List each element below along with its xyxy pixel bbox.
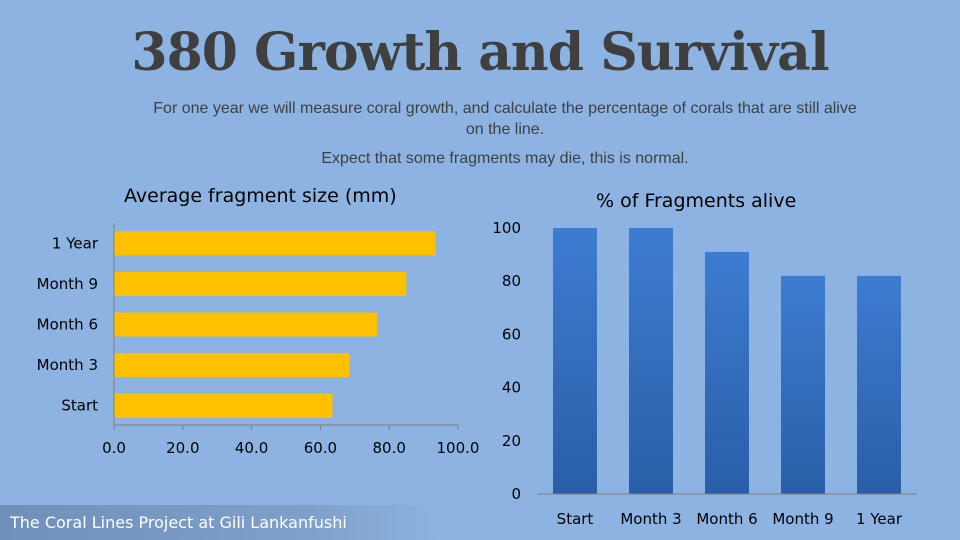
size-category-label: Month 6 [37, 316, 98, 334]
alive-category-label: 1 Year [856, 510, 903, 528]
size-bar-month-6 [114, 312, 378, 337]
footer-text: The Coral Lines Project at Gili Lankanfu… [10, 513, 347, 532]
size-category-label: Month 3 [37, 356, 98, 374]
alive-y-tick-label: 20 [502, 432, 521, 450]
alive-y-tick-label: 100 [492, 219, 521, 237]
alive-y-tick-label: 60 [502, 325, 521, 343]
size-category-label: Month 9 [37, 275, 98, 293]
size-x-tick-label: 60.0 [304, 439, 337, 457]
fragment-size-chart: Start Month 3 Month 6 Month 9 1 Year 0.0 20.0 4… [37, 223, 480, 457]
size-x-tick-label: 40.0 [235, 439, 268, 457]
alive-category-label: Start [557, 510, 594, 528]
size-bar-month-3 [114, 353, 350, 378]
alive-category-label: Month 3 [620, 510, 681, 528]
fragments-alive-chart: Start Month 3 Month 6 Month 9 1 Year 0 20 40 60 8… [492, 219, 917, 528]
size-x-tick-label: 100.0 [437, 439, 480, 457]
alive-column-month-9 [781, 275, 825, 494]
subtitle-note: Expect that some fragments may die, this… [321, 150, 689, 167]
alive-y-tick-label: 40 [502, 379, 521, 397]
alive-category-label: Month 6 [696, 510, 757, 528]
page-title: 380 Growth and Survival [131, 22, 829, 83]
size-category-label: 1 Year [52, 234, 99, 252]
footer-banner: The Coral Lines Project at Gili Lankanfu… [0, 505, 440, 540]
alive-column-start [553, 228, 597, 494]
size-category-label: Start [61, 397, 98, 415]
alive-y-tick-label: 80 [502, 272, 521, 290]
alive-column-month-6 [705, 251, 749, 494]
size-bar-1-year [114, 231, 436, 256]
size-x-tick-label: 0.0 [102, 439, 126, 457]
size-x-tick-label: 20.0 [166, 439, 199, 457]
size-chart-title: Average fragment size (mm) [124, 185, 397, 207]
alive-column-1-year [857, 275, 901, 494]
alive-y-tick-label: 0 [511, 485, 521, 503]
size-bar-start [114, 393, 333, 418]
alive-category-label: Month 9 [772, 510, 833, 528]
subtitle-description: For one year we will measure coral growt… [153, 100, 857, 138]
size-bar-month-9 [114, 271, 407, 296]
alive-column-month-3 [629, 228, 673, 494]
alive-chart-title: % of Fragments alive [596, 190, 797, 212]
size-x-tick-label: 80.0 [372, 439, 405, 457]
